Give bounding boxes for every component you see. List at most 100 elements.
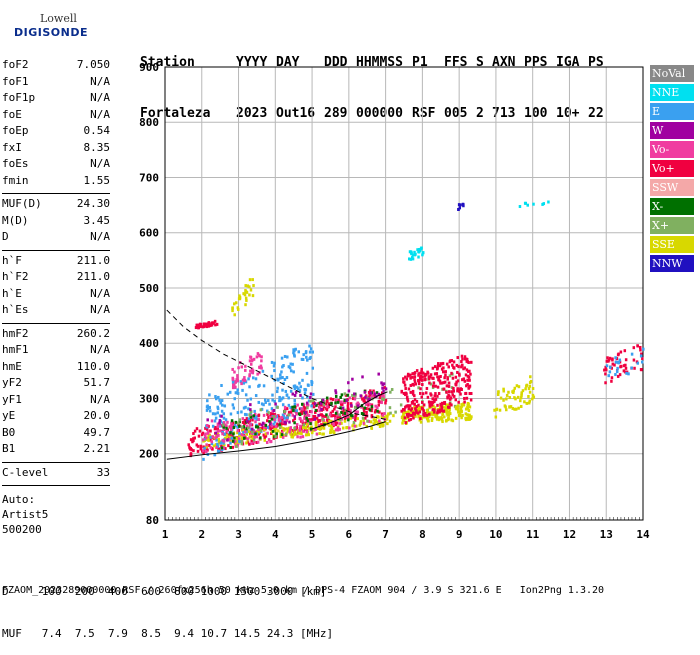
echo-point [440,405,443,409]
echo-point [264,434,268,438]
echo-point [406,404,410,408]
echo-point [204,445,208,449]
x-tick-label: 10 [489,528,502,541]
y-tick-label: 500 [139,282,159,295]
echo-point [272,364,276,368]
echo-point [306,358,309,362]
echo-point [215,438,218,442]
echo-point [419,247,423,251]
echo-point [366,419,369,423]
echo-point [266,431,269,435]
echo-point [541,202,544,206]
echo-point [439,381,442,385]
echo-point [211,424,215,428]
echo-point [294,347,297,351]
auto-line: Artist5 [2,508,49,521]
echo-point [255,435,259,439]
echo-point [370,426,374,430]
echo-point [277,414,280,418]
echo-point [310,381,314,385]
echo-point [243,376,246,380]
echo-point [425,408,429,412]
echo-point [447,381,451,385]
echo-point [363,406,367,410]
echo-point [452,394,456,398]
logo-line2: DIGISONDE [14,26,88,39]
echo-point [450,418,453,422]
echo-point [436,364,440,368]
echo-point [525,401,529,405]
echo-point [419,387,422,391]
echo-point [411,375,414,379]
echo-point [230,419,234,423]
echo-point [351,424,354,428]
echo-point [334,394,338,398]
header-label: PS [588,55,604,70]
echo-point [299,435,302,439]
echo-point [409,257,413,261]
echo-point [231,445,235,449]
param-row: foEp 0.54 [2,124,110,141]
echo-point [195,427,199,431]
echo-point [428,381,431,385]
echo-point [329,419,333,423]
echo-point [306,383,310,387]
echo-point [242,430,245,434]
echo-point [298,381,301,385]
echo-point [202,457,205,461]
echo-point [222,412,226,416]
echo-point [291,405,294,409]
echo-point [466,382,469,386]
echo-point [347,381,350,385]
echo-point [312,401,315,405]
echo-point [320,423,323,427]
echo-point [264,423,268,427]
echo-point [241,388,244,392]
echo-point [266,425,270,429]
param-value: 7.050 [76,58,110,71]
echo-point [308,410,312,414]
echo-point [270,407,274,411]
param-value: N/A [90,286,110,300]
echo-point [258,366,262,370]
legend-item-nne: NNE [650,84,694,101]
echo-point [362,399,365,403]
echo-point [218,398,221,402]
echo-point [252,357,256,361]
echo-point [249,408,252,412]
echo-point [312,399,315,403]
param-name: M(D) [2,213,29,227]
param-value: 1.55 [83,173,111,187]
echo-point [332,414,335,418]
echo-point [334,423,338,427]
echo-point [417,379,420,383]
echo-point [349,409,352,413]
echo-point [337,418,341,422]
echo-point [528,384,532,388]
echo-point [334,391,338,395]
echo-point [310,404,313,408]
echo-point [367,397,370,401]
echo-point [420,406,424,410]
echo-point [384,387,388,391]
echo-point [233,424,237,428]
echo-point [458,206,462,210]
echo-point [218,421,221,425]
echo-point [310,410,313,414]
echo-point [339,406,342,410]
header-labels: Station YYYY DAY DDD HHMMSS P1 FFS S AXN PPS IGA PS [140,54,612,71]
echo-point [322,405,326,409]
echo-point [300,409,304,413]
echo-point [447,390,451,394]
echo-point [409,250,413,254]
echo-point [301,402,304,406]
echo-point [283,377,287,381]
echo-point [410,256,414,260]
echo-point [446,413,449,417]
echo-point [265,440,269,444]
echo-point [382,393,385,397]
echo-point [227,444,230,448]
echo-point [261,425,265,429]
param-name: foF1p [2,91,36,104]
echo-point [529,375,532,379]
